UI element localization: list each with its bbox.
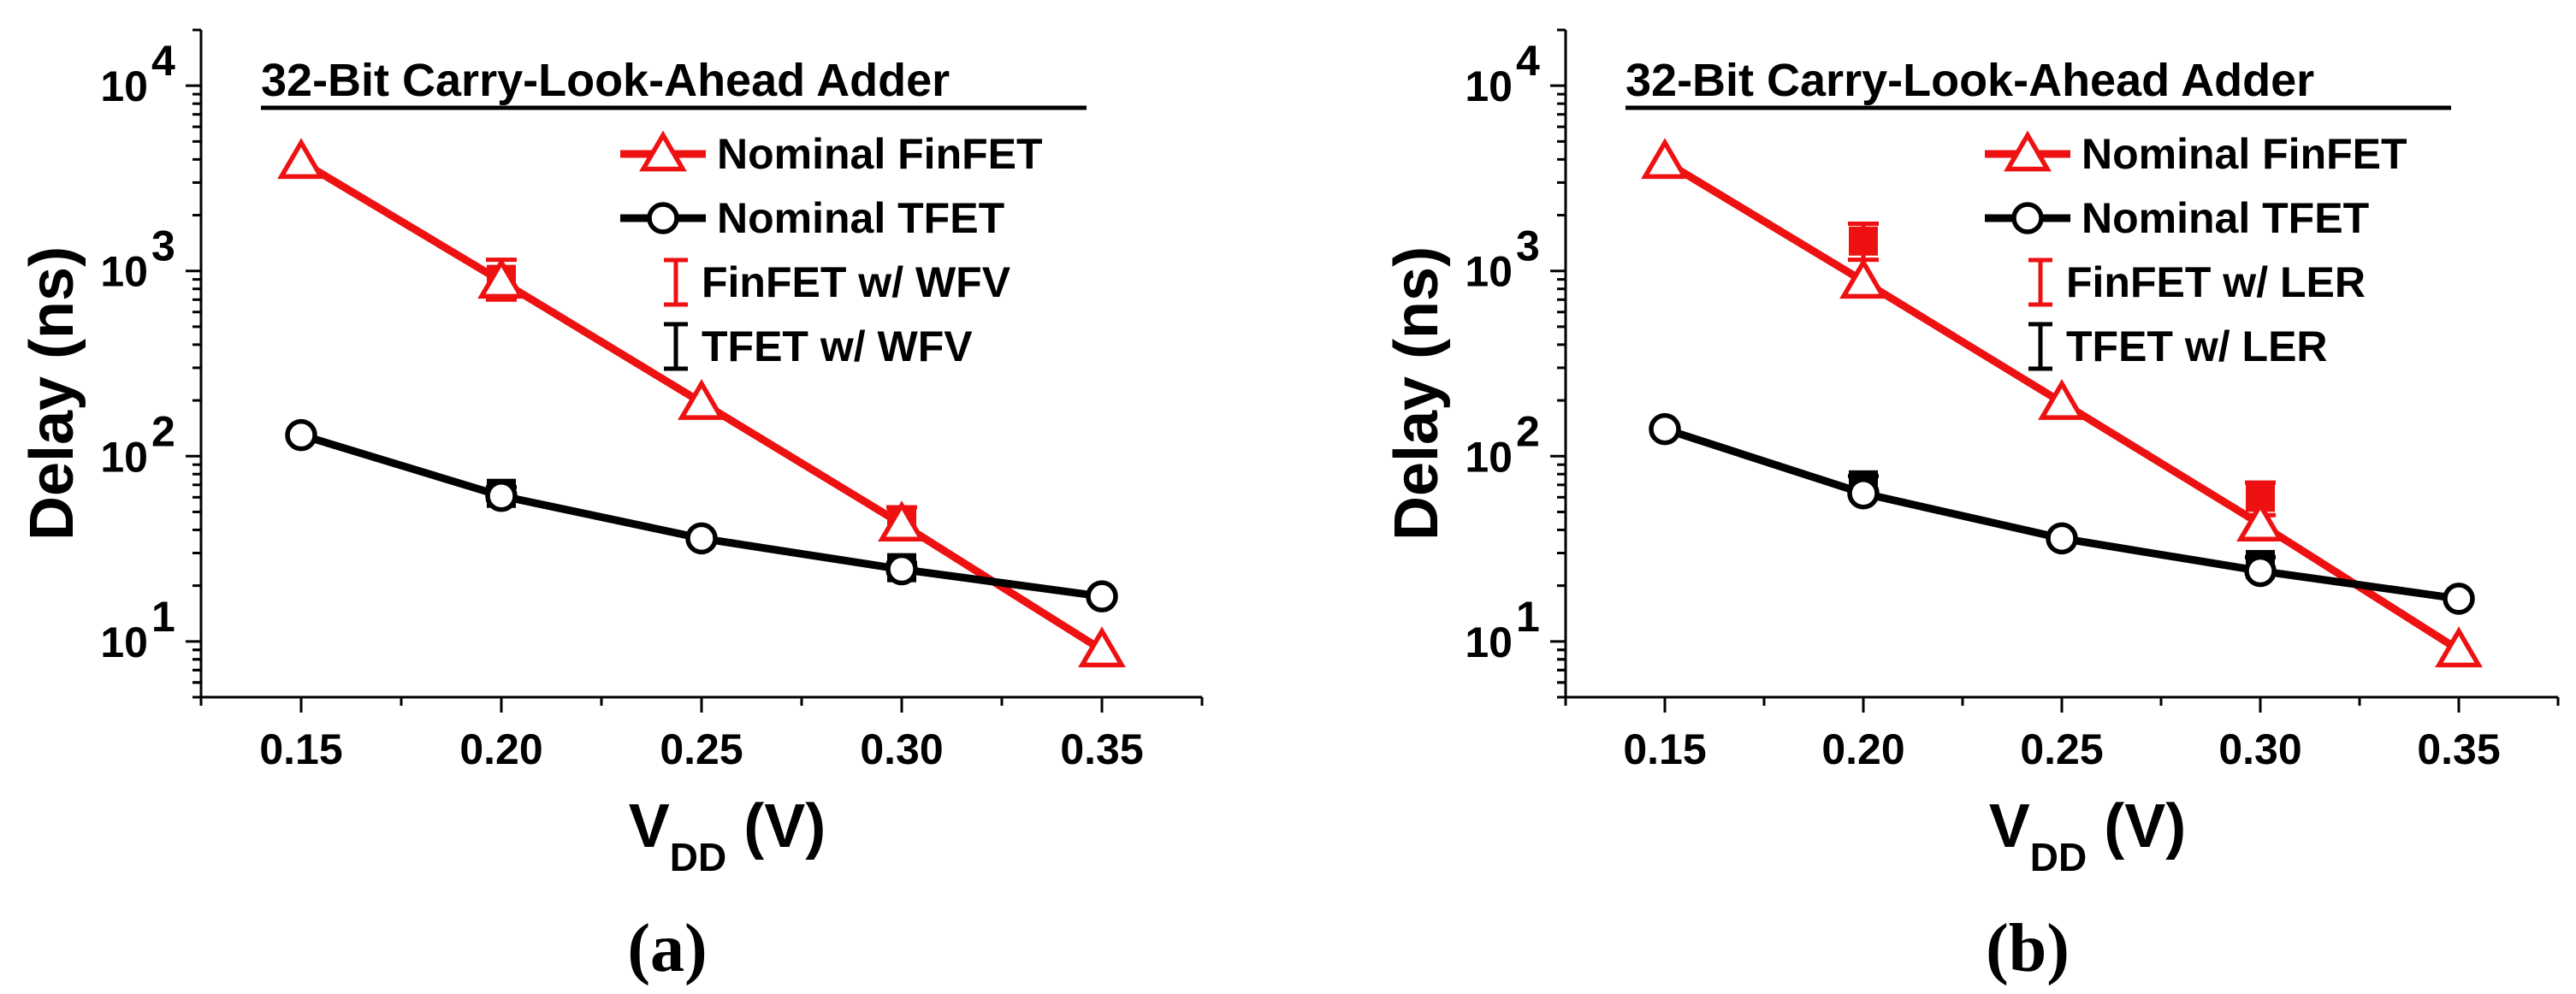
errorbar-point: [2245, 480, 2276, 518]
legend-entry: Nominal TFET: [1985, 194, 2369, 242]
x-tick-label: 0.25: [660, 725, 743, 773]
triangle-marker: [2236, 500, 2284, 541]
x-tick-label: 0.20: [459, 725, 542, 773]
x-axis-title-sub: DD: [2030, 835, 2087, 879]
x-tick-label: 0.35: [2417, 725, 2500, 773]
series-nominal-tfet: [285, 418, 1118, 612]
legend-label: Nominal TFET: [2082, 194, 2369, 242]
legend-label: FinFET w/ LER: [2066, 258, 2366, 306]
triangle-marker: [2435, 626, 2483, 668]
legend-entry: FinFET w/ LER: [2028, 257, 2366, 307]
errorbar-mean-square: [1849, 226, 1878, 256]
legend-entry: Nominal FinFET: [1985, 130, 2407, 178]
legend-label: Nominal FinFET: [2082, 130, 2407, 178]
x-tick-label: 0.30: [860, 725, 943, 773]
legend-circle-icon: [647, 202, 679, 234]
circle-marker: [1847, 476, 1880, 510]
y-tick-exponent: 3: [1516, 222, 1540, 270]
x-axis-title-v: V: [629, 792, 670, 861]
y-tick-exponent: 2: [151, 407, 175, 455]
x-axis-title: VDD (V): [1989, 792, 2186, 879]
legend-circle-icon: [2011, 202, 2044, 234]
y-tick-exponent: 3: [151, 222, 175, 270]
triangle-marker: [477, 257, 525, 299]
legend-label: TFET w/ LER: [2066, 322, 2328, 370]
y-tick-label: 10: [100, 618, 148, 666]
panel-label: (a): [627, 911, 707, 986]
y-axis-title: Delay (ns): [18, 246, 86, 541]
legend-entry: Nominal TFET: [620, 194, 1004, 242]
legend: Nominal FinFET Nominal TFET FinFET w/ LER T…: [1985, 130, 2407, 371]
legend-triangle-icon: [639, 130, 687, 172]
legend: Nominal FinFET Nominal TFET FinFET w/ WFV T…: [620, 130, 1043, 371]
legend-label: Nominal TFET: [717, 194, 1004, 242]
triangle-marker: [1839, 257, 1887, 299]
errorbar-point: [1848, 221, 1879, 263]
y-tick-exponent: 4: [151, 37, 175, 85]
triangle-marker: [1078, 626, 1126, 668]
triangle-marker: [1641, 138, 1689, 180]
series-nominal-finfet: [1641, 138, 2483, 668]
circle-marker: [1649, 412, 1681, 446]
x-axis-title-unit: (V): [2087, 792, 2186, 861]
x-axis-title-v: V: [1989, 792, 2030, 861]
x-axis-title-sub: DD: [670, 835, 726, 879]
x-tick-label: 0.35: [1060, 725, 1143, 773]
legend-triangle-icon: [2004, 130, 2052, 172]
circle-marker: [2046, 522, 2078, 555]
x-tick-label: 0.30: [2218, 725, 2301, 773]
circle-marker: [1086, 580, 1118, 612]
legend-label: TFET w/ WFV: [702, 322, 973, 370]
circle-marker: [2244, 554, 2277, 588]
circle-marker: [285, 418, 317, 452]
legend-entry: TFET w/ WFV: [664, 322, 973, 371]
y-tick-exponent: 2: [1516, 407, 1540, 455]
y-tick-exponent: 4: [1516, 37, 1540, 85]
series-nominal-finfet: [277, 138, 1126, 668]
x-axis-title: VDD (V): [629, 792, 826, 879]
y-tick-label: 10: [1465, 618, 1513, 666]
series-nominal-tfet: [1649, 412, 2475, 615]
x-tick-label: 0.15: [259, 725, 342, 773]
legend-entry: Nominal FinFET: [620, 130, 1043, 178]
x-axis-title-unit: (V): [726, 792, 826, 861]
legend-label: Nominal FinFET: [717, 130, 1043, 178]
y-tick-exponent: 1: [151, 593, 175, 641]
triangle-marker: [277, 138, 325, 180]
chart-title: 32-Bit Carry-Look-Ahead Adder: [261, 55, 950, 106]
x-tick-label: 0.15: [1623, 725, 1706, 773]
triangle-marker: [678, 379, 725, 420]
legend-entry: TFET w/ LER: [2028, 322, 2328, 371]
circle-marker: [2443, 583, 2475, 615]
chart-title: 32-Bit Carry-Look-Ahead Adder: [1626, 55, 2314, 106]
y-tick-label: 10: [1465, 433, 1513, 481]
legend-entry: FinFET w/ WFV: [664, 257, 1011, 307]
legend-label: FinFET w/ WFV: [702, 258, 1011, 306]
triangle-marker: [2038, 379, 2086, 420]
circle-marker: [885, 553, 918, 586]
y-tick-label: 10: [1465, 248, 1513, 296]
x-tick-label: 0.20: [1821, 725, 1904, 773]
y-tick-label: 10: [100, 248, 148, 296]
circle-marker: [485, 480, 518, 512]
y-tick-exponent: 1: [1516, 593, 1540, 641]
y-tick-label: 10: [100, 62, 148, 110]
y-axis-title: Delay (ns): [1383, 246, 1451, 541]
circle-marker: [685, 522, 718, 555]
y-tick-label: 10: [100, 433, 148, 481]
panel-label: (b): [1986, 911, 2070, 986]
y-tick-label: 10: [1465, 62, 1513, 110]
triangle-marker: [878, 500, 926, 541]
x-tick-label: 0.25: [2020, 725, 2103, 773]
